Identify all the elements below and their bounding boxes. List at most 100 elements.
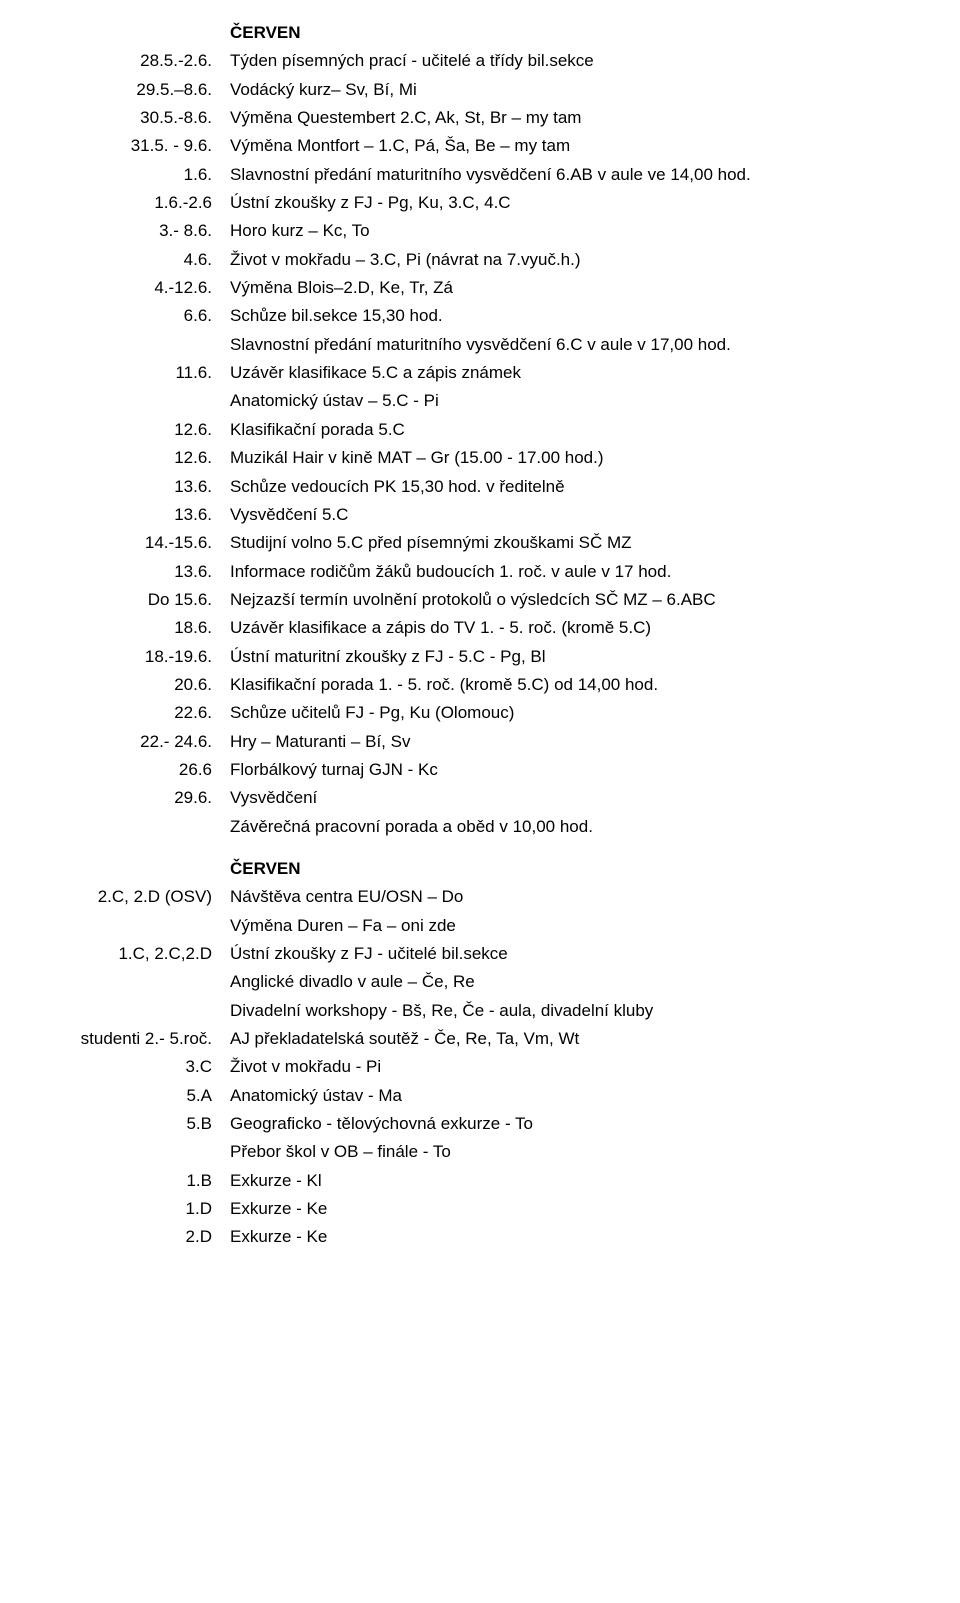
schedule-row: 1.C, 2.C,2.DÚstní zkoušky z FJ - učitelé… (60, 941, 900, 967)
schedule-row: 1.6.Slavnostní předání maturitního vysvě… (60, 162, 900, 188)
schedule-row: 28.5.-2.6.Týden písemných prací - učitel… (60, 48, 900, 74)
schedule-row: 13.6.Informace rodičům žáků budoucích 1.… (60, 559, 900, 585)
section2-heading-row: ČERVEN (60, 856, 900, 882)
text-cell: Divadelní workshopy - Bš, Re, Če - aula,… (230, 998, 900, 1024)
text-cell: Schůze učitelů FJ - Pg, Ku (Olomouc) (230, 700, 900, 726)
schedule-row: Výměna Duren – Fa – oni zde (60, 913, 900, 939)
schedule-row: 29.5.–8.6.Vodácký kurz– Sv, Bí, Mi (60, 77, 900, 103)
schedule-row: 2.C, 2.D (OSV)Návštěva centra EU/OSN – D… (60, 884, 900, 910)
text-cell: Slavnostní předání maturitního vysvědčen… (230, 332, 900, 358)
text-cell: Florbálkový turnaj GJN - Kc (230, 757, 900, 783)
text-cell: Exkurze - Ke (230, 1224, 900, 1250)
schedule-row: 3.- 8.6.Horo kurz – Kc, To (60, 218, 900, 244)
schedule-row: 29.6.Vysvědčení (60, 785, 900, 811)
schedule-row: 12.6.Muzikál Hair v kině MAT – Gr (15.00… (60, 445, 900, 471)
date-cell: 18.-19.6. (60, 644, 230, 670)
date-cell: 4.6. (60, 247, 230, 273)
text-cell: Ústní maturitní zkoušky z FJ - 5.C - Pg,… (230, 644, 900, 670)
schedule-row: 18.-19.6.Ústní maturitní zkoušky z FJ - … (60, 644, 900, 670)
date-cell: 13.6. (60, 502, 230, 528)
text-cell: AJ překladatelská soutěž - Če, Re, Ta, V… (230, 1026, 900, 1052)
date-cell: 6.6. (60, 303, 230, 329)
text-cell: Uzávěr klasifikace a zápis do TV 1. - 5.… (230, 615, 900, 641)
schedule-row: 11.6.Uzávěr klasifikace 5.C a zápis znám… (60, 360, 900, 386)
schedule-row: 1.BExkurze - Kl (60, 1168, 900, 1194)
date-cell: 26.6 (60, 757, 230, 783)
text-cell: Vodácký kurz– Sv, Bí, Mi (230, 77, 900, 103)
section-heading: ČERVEN (230, 856, 900, 882)
text-cell: Muzikál Hair v kině MAT – Gr (15.00 - 17… (230, 445, 900, 471)
date-cell: 12.6. (60, 417, 230, 443)
text-cell: Přebor škol v OB – finále - To (230, 1139, 900, 1165)
text-cell: Schůze vedoucích PK 15,30 hod. v ředitel… (230, 474, 900, 500)
text-cell: Hry – Maturanti – Bí, Sv (230, 729, 900, 755)
schedule-row: 3.CŽivot v mokřadu - Pi (60, 1054, 900, 1080)
text-cell: Geograficko - tělovýchovná exkurze - To (230, 1111, 900, 1137)
text-cell: Informace rodičům žáků budoucích 1. roč.… (230, 559, 900, 585)
text-cell: Nejzazší termín uvolnění protokolů o výs… (230, 587, 900, 613)
section1-items: 28.5.-2.6.Týden písemných prací - učitel… (60, 48, 900, 840)
schedule-row: Do 15.6.Nejzazší termín uvolnění protoko… (60, 587, 900, 613)
date-cell: 29.5.–8.6. (60, 77, 230, 103)
schedule-row: Závěrečná pracovní porada a oběd v 10,00… (60, 814, 900, 840)
document-page: ČERVEN 28.5.-2.6.Týden písemných prací -… (0, 0, 960, 1293)
text-cell: Uzávěr klasifikace 5.C a zápis známek (230, 360, 900, 386)
text-cell: Návštěva centra EU/OSN – Do (230, 884, 900, 910)
date-cell: studenti 2.- 5.roč. (60, 1026, 230, 1052)
text-cell: Klasifikační porada 1. - 5. roč. (kromě … (230, 672, 900, 698)
date-cell: 5.B (60, 1111, 230, 1137)
date-cell: Do 15.6. (60, 587, 230, 613)
schedule-row: Divadelní workshopy - Bš, Re, Če - aula,… (60, 998, 900, 1024)
date-cell: 1.C, 2.C,2.D (60, 941, 230, 967)
schedule-row: 22.- 24.6.Hry – Maturanti – Bí, Sv (60, 729, 900, 755)
section-heading: ČERVEN (230, 20, 900, 46)
schedule-row: 30.5.-8.6.Výměna Questembert 2.C, Ak, St… (60, 105, 900, 131)
text-cell: Život v mokřadu – 3.C, Pi (návrat na 7.v… (230, 247, 900, 273)
text-cell: Exkurze - Ke (230, 1196, 900, 1222)
schedule-row: Anglické divadlo v aule – Če, Re (60, 969, 900, 995)
date-cell: 20.6. (60, 672, 230, 698)
text-cell: Anatomický ústav - Ma (230, 1083, 900, 1109)
date-cell: 1.B (60, 1168, 230, 1194)
schedule-row: studenti 2.- 5.roč.AJ překladatelská sou… (60, 1026, 900, 1052)
schedule-row: 14.-15.6.Studijní volno 5.C před písemný… (60, 530, 900, 556)
schedule-row: 1.DExkurze - Ke (60, 1196, 900, 1222)
section1-heading-row: ČERVEN (60, 20, 900, 46)
text-cell: Exkurze - Kl (230, 1168, 900, 1194)
section2-items: 2.C, 2.D (OSV)Návštěva centra EU/OSN – D… (60, 884, 900, 1250)
text-cell: Ústní zkoušky z FJ - Pg, Ku, 3.C, 4.C (230, 190, 900, 216)
schedule-row: 6.6.Schůze bil.sekce 15,30 hod. (60, 303, 900, 329)
date-cell: 30.5.-8.6. (60, 105, 230, 131)
text-cell: Výměna Blois–2.D, Ke, Tr, Zá (230, 275, 900, 301)
date-cell: 22.6. (60, 700, 230, 726)
schedule-row: 31.5. - 9.6.Výměna Montfort – 1.C, Pá, Š… (60, 133, 900, 159)
date-cell: 13.6. (60, 474, 230, 500)
date-cell: 3.C (60, 1054, 230, 1080)
date-cell: 2.C, 2.D (OSV) (60, 884, 230, 910)
text-cell: Výměna Montfort – 1.C, Pá, Ša, Be – my t… (230, 133, 900, 159)
date-cell: 22.- 24.6. (60, 729, 230, 755)
date-cell: 14.-15.6. (60, 530, 230, 556)
schedule-row: 4.6.Život v mokřadu – 3.C, Pi (návrat na… (60, 247, 900, 273)
schedule-row: 26.6Florbálkový turnaj GJN - Kc (60, 757, 900, 783)
date-cell: 5.A (60, 1083, 230, 1109)
text-cell: Výměna Duren – Fa – oni zde (230, 913, 900, 939)
date-cell: 2.D (60, 1224, 230, 1250)
section-gap (60, 842, 900, 856)
date-cell: 28.5.-2.6. (60, 48, 230, 74)
schedule-row: Slavnostní předání maturitního vysvědčen… (60, 332, 900, 358)
schedule-row: 13.6.Vysvědčení 5.C (60, 502, 900, 528)
date-cell: 31.5. - 9.6. (60, 133, 230, 159)
text-cell: Slavnostní předání maturitního vysvědčen… (230, 162, 900, 188)
schedule-row: 18.6.Uzávěr klasifikace a zápis do TV 1.… (60, 615, 900, 641)
date-cell: 13.6. (60, 559, 230, 585)
text-cell: Život v mokřadu - Pi (230, 1054, 900, 1080)
date-cell: 1.6.-2.6 (60, 190, 230, 216)
date-cell: 12.6. (60, 445, 230, 471)
text-cell: Týden písemných prací - učitelé a třídy … (230, 48, 900, 74)
text-cell: Horo kurz – Kc, To (230, 218, 900, 244)
date-cell: 3.- 8.6. (60, 218, 230, 244)
schedule-row: 2.DExkurze - Ke (60, 1224, 900, 1250)
date-cell: 29.6. (60, 785, 230, 811)
text-cell: Ústní zkoušky z FJ - učitelé bil.sekce (230, 941, 900, 967)
